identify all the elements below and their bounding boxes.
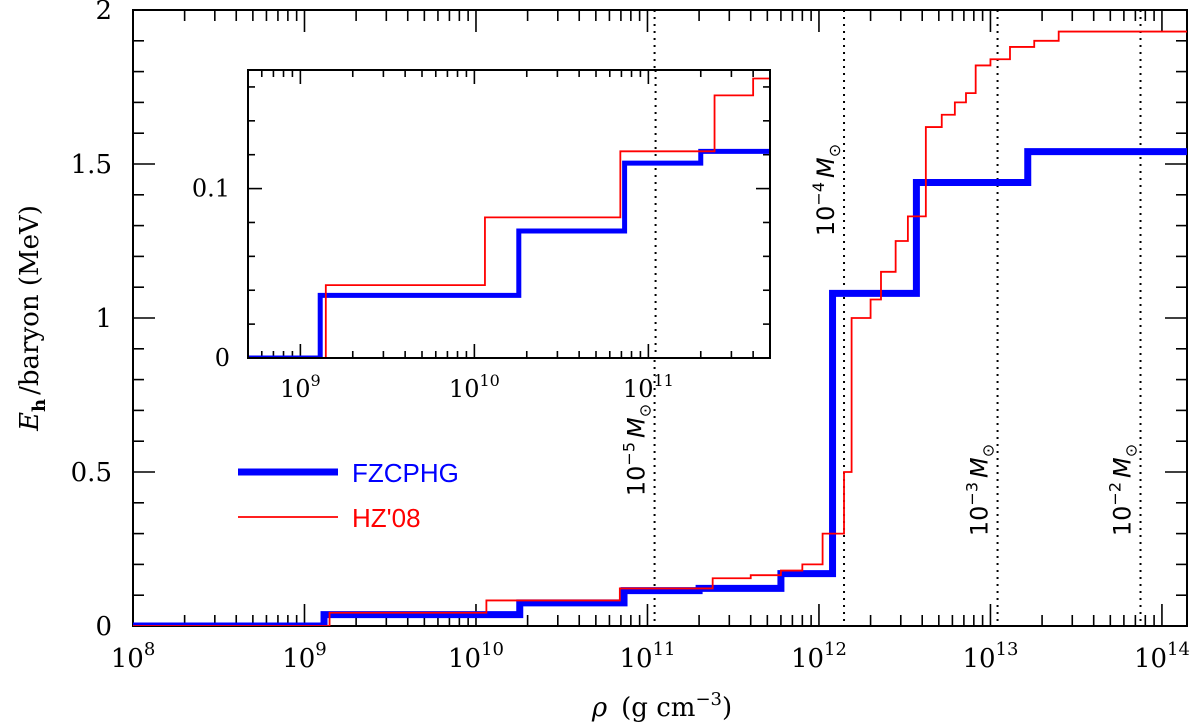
- x-tick-label: 1014: [1134, 639, 1190, 674]
- x-tick-label: 1013: [962, 639, 1018, 674]
- legend-label-fzcphg: FZCPHG: [352, 458, 459, 488]
- inset-x-tick-label: 1011: [623, 371, 674, 403]
- inset-axis-ticks: [247, 70, 771, 359]
- inset-x-tick-label: 109: [280, 371, 321, 403]
- mass-label-1e-5: 10−5M⊙: [620, 404, 655, 496]
- y-tick-label: 0: [95, 612, 112, 642]
- x-tick-label: 1012: [791, 639, 847, 674]
- legend-label-hz08: HZ'08: [352, 503, 421, 533]
- inset-series-group: [248, 77, 770, 358]
- y-tick-label: 2: [95, 0, 112, 26]
- inset-plot-frame: [247, 69, 771, 359]
- mass-label-1e-2: 10−2M⊙: [1106, 444, 1141, 536]
- main-series-hz08: [133, 30, 1187, 626]
- x-tick-label: 1010: [448, 639, 504, 674]
- y-tick-label: 1: [95, 304, 112, 334]
- y-tick-label: 0.5: [71, 458, 112, 488]
- x-axis-title: ρ (g cm−3): [591, 689, 732, 723]
- y-axis-title: Eh/baryon (MeV): [15, 205, 50, 432]
- mass-label-1e-3: 10−3M⊙: [963, 444, 998, 536]
- x-tick-label: 1011: [619, 639, 675, 674]
- inset-y-tick-labels: 0 0.1: [192, 175, 230, 372]
- inset-x-tick-label: 1010: [449, 371, 500, 403]
- inset-x-tick-labels: 109 1010 1011: [280, 371, 674, 403]
- x-tick-label: 109: [282, 639, 327, 674]
- inset-plot-background: [248, 70, 770, 358]
- legend: FZCPHG HZ'08: [238, 458, 459, 533]
- inset-y-tick-label: 0: [215, 344, 230, 372]
- y-tick-label: 1.5: [71, 150, 112, 180]
- mass-label-1e-4: 10−4M⊙: [809, 144, 844, 236]
- x-tick-label: 108: [111, 639, 156, 674]
- main-series-fzcphg: [133, 148, 1187, 626]
- inset-series-hz08: [248, 77, 770, 358]
- main-series-group: [133, 30, 1187, 626]
- x-tick-labels: 108 109 1010 1011 1012 1013 1014: [111, 639, 1190, 674]
- main-axis-ticks: [132, 9, 1187, 627]
- y-tick-labels: 0 0.5 1 1.5 2: [71, 0, 112, 642]
- inset-y-tick-label: 0.1: [192, 175, 230, 203]
- inset-series-fzcphg: [248, 148, 770, 358]
